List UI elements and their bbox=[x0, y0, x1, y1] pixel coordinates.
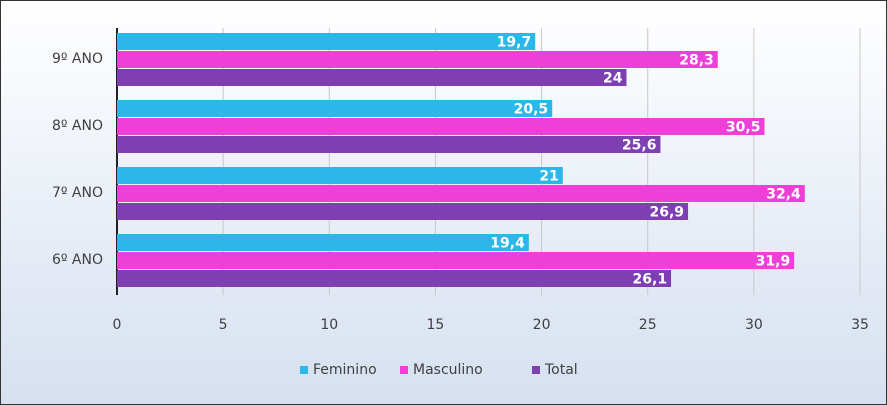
legend-swatch bbox=[400, 366, 408, 374]
data-label: 26,1 bbox=[633, 272, 668, 288]
y-tick-label: 6º ANO bbox=[52, 252, 103, 268]
bar bbox=[117, 252, 795, 269]
legend-swatch bbox=[532, 366, 540, 374]
bar bbox=[117, 203, 689, 220]
bar bbox=[117, 51, 718, 68]
bar bbox=[117, 185, 805, 202]
bar bbox=[117, 167, 563, 184]
data-label: 26,9 bbox=[650, 205, 685, 221]
data-label: 32,4 bbox=[766, 187, 801, 203]
data-label: 24 bbox=[603, 71, 623, 87]
data-label: 21 bbox=[539, 169, 558, 185]
legend-label: Total bbox=[544, 362, 578, 378]
x-tick-label: 30 bbox=[745, 317, 763, 333]
data-label: 28,3 bbox=[679, 53, 714, 69]
legend-label: Feminino bbox=[313, 362, 377, 378]
data-label: 31,9 bbox=[756, 254, 791, 270]
bar bbox=[117, 136, 661, 153]
data-label: 20,5 bbox=[514, 102, 549, 118]
bar bbox=[117, 234, 529, 251]
data-label: 25,6 bbox=[622, 138, 657, 154]
y-tick-label: 8º ANO bbox=[52, 118, 103, 134]
bar bbox=[117, 270, 672, 287]
x-tick-label: 5 bbox=[219, 317, 228, 333]
x-tick-label: 15 bbox=[427, 317, 445, 333]
bar bbox=[117, 33, 536, 50]
x-tick-label: 0 bbox=[113, 317, 122, 333]
legend-label: Masculino bbox=[413, 362, 483, 378]
data-label: 19,7 bbox=[497, 35, 532, 51]
x-tick-label: 20 bbox=[533, 317, 551, 333]
y-tick-label: 9º ANO bbox=[52, 51, 103, 67]
data-label: 30,5 bbox=[726, 120, 761, 136]
legend-swatch bbox=[300, 366, 308, 374]
bar bbox=[117, 118, 765, 135]
y-tick-label: 7º ANO bbox=[52, 185, 103, 201]
x-tick-label: 25 bbox=[639, 317, 657, 333]
x-tick-label: 10 bbox=[320, 317, 338, 333]
bar bbox=[117, 69, 627, 86]
bar bbox=[117, 100, 553, 117]
x-tick-label: 35 bbox=[851, 317, 869, 333]
data-label: 19,4 bbox=[490, 236, 525, 252]
